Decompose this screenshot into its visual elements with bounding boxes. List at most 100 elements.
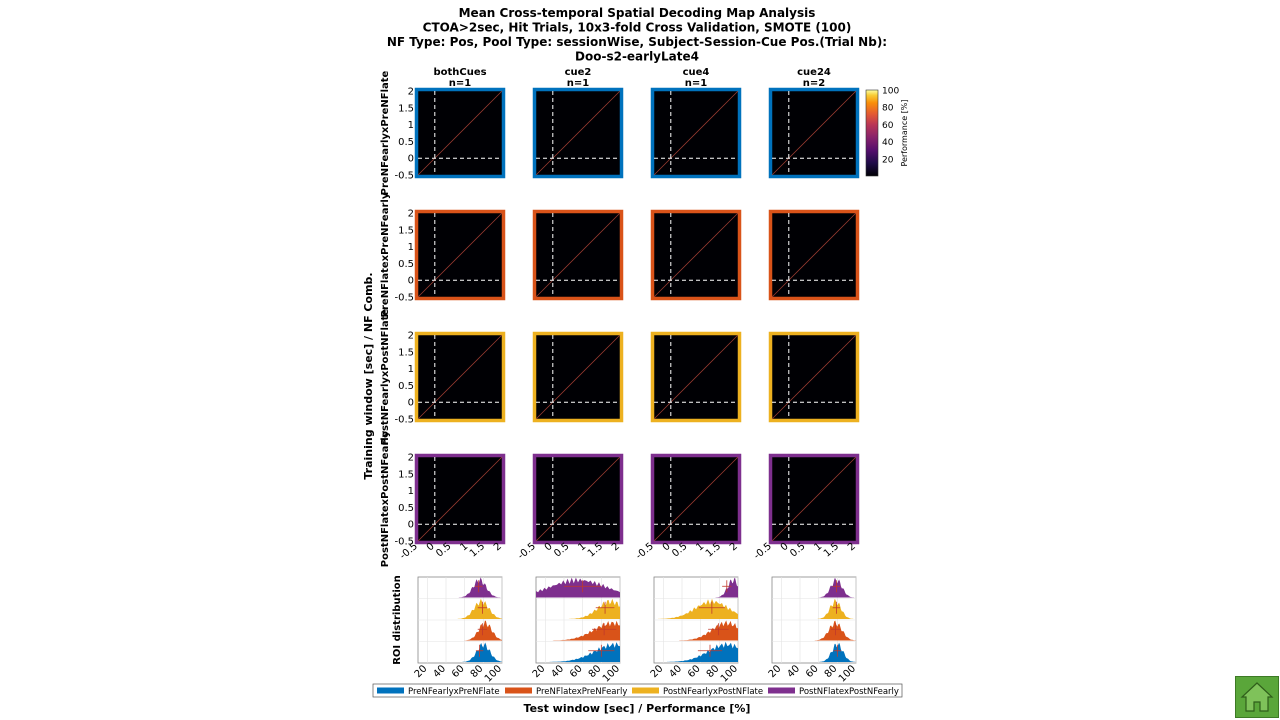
diagonal-line	[417, 334, 503, 420]
roi-density	[679, 620, 738, 641]
x-tick-label: 2	[492, 541, 504, 554]
y-tick-label: 0	[408, 154, 414, 165]
panel-border	[650, 331, 742, 423]
diagonal-line	[535, 456, 621, 542]
y-tick-label: 0.5	[398, 381, 414, 392]
heatmap-panel	[532, 331, 624, 423]
diagonal-line	[535, 334, 621, 420]
y-tick-label: -0.5	[394, 537, 414, 548]
panel-border	[768, 331, 860, 423]
column-count: n=1	[567, 78, 589, 89]
x-axis-label: Test window [sec] / Performance [%]	[524, 702, 751, 715]
diagonal-line	[771, 334, 857, 420]
panel-border	[532, 453, 624, 545]
heatmap-grid: -0.500.511.52PreNFearlyxPreNFlate-0.500.…	[380, 70, 860, 567]
heatmap-panel	[650, 209, 742, 301]
y-tick-label: 0.5	[398, 137, 414, 148]
panel-border	[414, 209, 506, 301]
roi-tick-label: 60	[450, 663, 467, 680]
roi-tick-label: 20	[413, 663, 430, 680]
heatmap-panel: -0.5 0 0.5 1 1.5 2	[394, 87, 506, 182]
y-tick-label: 1	[408, 486, 414, 497]
colorbar-scale	[865, 89, 879, 177]
column-label: bothCues	[433, 67, 486, 78]
legend-swatch	[632, 687, 659, 694]
x-tick-label: 1	[694, 541, 706, 554]
colorbar-tick: 20	[882, 155, 894, 165]
panel-border	[650, 453, 742, 545]
heatmap-panel: -0.500.511.52-0.5 00.5 11.5 2	[394, 453, 506, 562]
y-tick-label: 0.5	[398, 259, 414, 270]
heatmap-panel	[768, 209, 860, 301]
roi-density	[462, 642, 502, 662]
panel-border	[532, 87, 624, 179]
heatmap-panel	[768, 87, 860, 179]
heatmap-panel	[650, 87, 742, 179]
row-label: PostNFlatexPostNFearly	[380, 430, 391, 567]
column-count: n=1	[685, 78, 707, 89]
roi-density	[817, 599, 854, 619]
heatmap-panel	[650, 331, 742, 423]
panel-border	[414, 453, 506, 545]
y-tick-label: 1.5	[398, 469, 414, 480]
x-tick-label: 0	[779, 541, 791, 554]
heatmap-panel: -0.5 0 0.5 1 1.5 2	[394, 209, 506, 304]
panel-border	[768, 87, 860, 179]
x-tick-label: 2	[846, 541, 858, 554]
axis-labels: Training window [sec] / NF Comb. Test win…	[362, 272, 750, 715]
roi-density	[457, 598, 502, 619]
x-tick-label: 2	[728, 541, 740, 554]
row-label: PreNFlatexPreNFearly	[380, 192, 391, 317]
roi-tick-label: 20	[767, 663, 784, 680]
heatmap-panel	[768, 331, 860, 423]
roi-density	[552, 620, 620, 641]
legend-entry: PreNFlatexPreNFearly	[536, 687, 627, 697]
panel-border	[532, 331, 624, 423]
x-tick-label: 0	[661, 541, 673, 554]
legend-entry: PostNFearlyxPostNFlate	[663, 687, 763, 697]
title-line: Doo-s2-earlyLate4	[575, 50, 699, 64]
roi-tick-label: 20	[531, 663, 548, 680]
title-line: Mean Cross-temporal Spatial Decoding Map…	[459, 6, 816, 20]
y-tick-label: -0.5	[394, 415, 414, 426]
column-count: n=1	[449, 78, 471, 89]
home-button[interactable]	[1235, 676, 1279, 718]
diagonal-line	[535, 90, 621, 176]
panel-border	[532, 209, 624, 301]
roi-ylabel: ROI distribution	[392, 575, 403, 665]
y-tick-label: 0	[408, 398, 414, 409]
roi-density	[464, 620, 502, 641]
roi-tick-label: 40	[549, 663, 566, 680]
y-axis-label: Training window [sec] / NF Comb.	[362, 272, 375, 479]
y-tick-label: 2	[408, 209, 414, 220]
roi-tick-label: 100	[601, 663, 622, 684]
roi-density	[536, 577, 620, 598]
column-count: n=2	[803, 78, 825, 89]
x-tick-label: 0	[425, 541, 437, 554]
roi-density	[667, 641, 738, 662]
diagonal-line	[535, 212, 621, 298]
roi-tick-label: 40	[431, 663, 448, 680]
legend-entry: PostNFlatexPostNFearly	[799, 687, 899, 697]
legend-swatch	[377, 687, 404, 694]
roi-tick-label: 60	[568, 663, 585, 680]
column-label: cue4	[683, 67, 710, 78]
y-tick-label: 0	[408, 276, 414, 287]
roi-tick-label: 40	[667, 663, 684, 680]
column-label: cue2	[565, 67, 592, 78]
legend-entry: PreNFearlyxPreNFlate	[408, 687, 500, 697]
y-tick-label: 1.5	[398, 347, 414, 358]
home-icon	[1240, 682, 1274, 712]
panel-border	[650, 209, 742, 301]
roi-tick-label: 20	[649, 663, 666, 680]
y-tick-label: 0	[408, 520, 414, 531]
column-label: cue24	[797, 67, 831, 78]
panel-border	[414, 87, 506, 179]
colorbar-tick: 40	[882, 138, 894, 148]
